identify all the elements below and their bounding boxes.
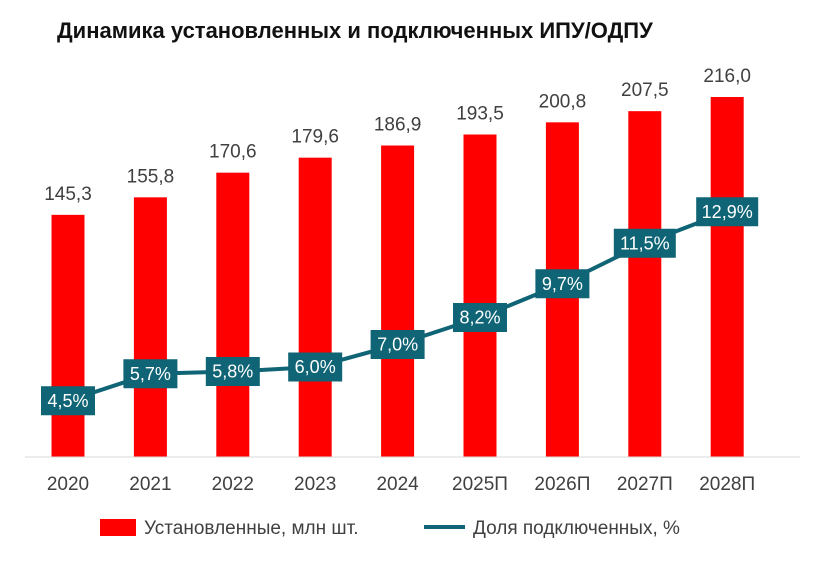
line-point-box [696, 197, 759, 227]
legend-bar-label: Установленные, млн шт. [144, 518, 359, 539]
bar-value-label: 207,5 [621, 80, 669, 101]
line-point-label: 5,8% [212, 362, 253, 382]
legend-line-label: Доля подключенных, % [473, 518, 680, 539]
bar-2022 [216, 172, 250, 457]
line-point-label: 5,7% [130, 364, 171, 384]
ticks-layer: 2020 2021 2022 2023 2024 2025П 2026П 2027П 2028П [47, 474, 755, 495]
bar-value-label: 200,8 [539, 91, 587, 112]
bars-layer [51, 97, 744, 458]
x-tick-label: 2026П [534, 474, 590, 495]
bar-value-label: 179,6 [291, 127, 339, 148]
bar-value-label: 145,3 [44, 184, 92, 205]
line-point-box [453, 303, 507, 332]
bar-value-label: 186,9 [374, 115, 422, 136]
line-point-box [535, 269, 590, 299]
x-tick-label: 2023 [294, 474, 336, 495]
bar-2025П [463, 134, 497, 457]
bar-value-label: 193,5 [456, 104, 504, 125]
line-point-box [123, 359, 178, 389]
line-layer: 4,5% 5,7% 5,8% 6,0% 7,0% 8,2% 9,7% 11,5% 12,9% [41, 197, 759, 416]
legend: Установленные, млн шт. Доля подключенных… [100, 518, 680, 539]
line-point-label: 4,5% [47, 391, 88, 411]
x-tick-label: 2027П [617, 474, 673, 495]
bar-value-label: 155,8 [127, 166, 175, 187]
line-point-label: 12,9% [702, 202, 753, 222]
line-point-label: 6,0% [295, 357, 336, 377]
x-tick-label: 2025П [452, 474, 508, 495]
x-tick-label: 2021 [129, 474, 171, 495]
line-point-box [370, 330, 425, 359]
line-point-label: 8,2% [459, 308, 500, 328]
bar-2028П [710, 97, 744, 457]
line-point-label: 9,7% [542, 274, 583, 294]
bar-2024 [381, 145, 415, 457]
bar-2023 [298, 157, 332, 457]
line-point-box [288, 352, 343, 382]
x-tick-label: 2024 [376, 474, 419, 495]
line-point-box [205, 357, 260, 386]
bar-2027П [628, 111, 662, 458]
chart-title: Динамика установленных и подключенных ИП… [57, 18, 653, 43]
x-tick-label: 2020 [47, 474, 89, 495]
x-tick-label: 2022 [212, 474, 254, 495]
line-point-box [41, 386, 95, 416]
line-point-box [613, 228, 676, 258]
bar-value-label: 216,0 [703, 66, 751, 87]
bar-2021 [133, 197, 167, 458]
bar-2020 [51, 214, 85, 457]
bar-labels-layer: 145,3 155,8 170,6 179,6 186,9 193,5 200,8 207,5… [44, 66, 751, 205]
line-point-label: 7,0% [377, 335, 418, 355]
legend-bar-swatch [100, 519, 136, 536]
x-tick-label: 2028П [699, 474, 755, 495]
bar-value-label: 170,6 [209, 142, 257, 163]
line-point-label: 11,5% [620, 233, 670, 253]
